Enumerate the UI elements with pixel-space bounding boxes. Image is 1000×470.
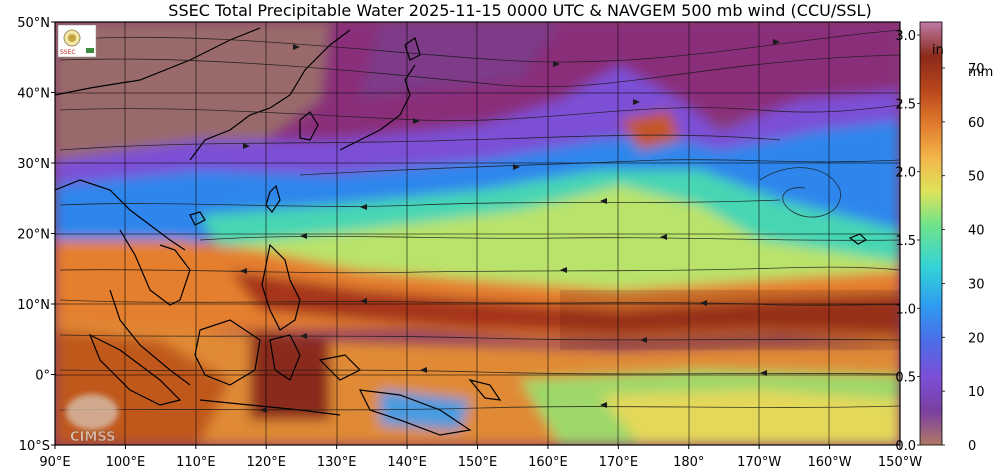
lat-label: 30°N xyxy=(17,157,50,172)
lat-label: 20°N xyxy=(17,228,50,243)
lon-label: 130°E xyxy=(317,455,357,470)
colorbar-inch-tick: 3.0 xyxy=(895,29,916,44)
lon-label: 150°E xyxy=(458,455,498,470)
ssec-logo: SSEC xyxy=(57,24,97,58)
coastlines xyxy=(55,27,868,436)
graticule xyxy=(55,22,900,445)
latitude-labels: 50°N 40°N 30°N 20°N 10°N 0° 10°S xyxy=(17,16,50,454)
lon-label: 170°E xyxy=(599,455,639,470)
colorbar-mm-tick: 30 xyxy=(968,277,985,292)
colorbar-mm-tick: 70 xyxy=(968,62,985,77)
lon-label: 170°W xyxy=(737,455,781,470)
colorbar-mm-tick: 40 xyxy=(968,224,985,239)
colorbar-mm-tick: 0 xyxy=(968,439,976,454)
lat-label: 0° xyxy=(35,369,50,384)
colorbar-mm-tick: 10 xyxy=(968,385,985,400)
lon-label: 180° xyxy=(673,455,704,470)
lat-label: 10°N xyxy=(17,298,50,313)
lon-label: 150°W xyxy=(878,455,922,470)
lat-label: 40°N xyxy=(17,87,50,102)
colorbar-mm-tick: 50 xyxy=(968,170,985,185)
lon-label: 110°E xyxy=(176,455,216,470)
colorbar xyxy=(919,21,943,446)
colorbar-mm-tick: 60 xyxy=(968,116,985,131)
wind-arrows xyxy=(240,39,780,413)
lon-label: 120°E xyxy=(246,455,286,470)
colorbar-inch-tick: 1.5 xyxy=(895,234,916,249)
colorbar-labels: 3.0 2.5 2.0 1.5 1.0 0.5 0.0 70 60 50 40 30 20 10 0 xyxy=(895,29,984,454)
lon-label: 100°E xyxy=(106,455,146,470)
lon-label: 160°E xyxy=(528,455,568,470)
colorbar-inch-tick: 0.0 xyxy=(895,439,916,454)
colorbar-inch-tick: 0.5 xyxy=(895,371,916,386)
lon-label: 90°E xyxy=(39,455,70,470)
svg-text:SSEC: SSEC xyxy=(60,49,76,56)
precipitable-water-field: CIMSS xyxy=(55,22,900,445)
longitude-labels: 90°E 100°E 110°E 120°E 130°E 140°E 150°E 160°E 1… xyxy=(39,455,922,470)
lon-label: 160°W xyxy=(807,455,851,470)
lat-label: 10°S xyxy=(19,439,50,454)
colorbar-inch-tick: 2.5 xyxy=(895,97,916,112)
map-title: SSEC Total Precipitable Water 2025-11-15… xyxy=(168,1,872,20)
lon-label: 140°E xyxy=(387,455,427,470)
cimss-watermark: CIMSS xyxy=(66,394,118,445)
colorbar-inch-unit: in xyxy=(932,43,944,58)
svg-text:CIMSS: CIMSS xyxy=(70,430,115,445)
colorbar-mm-unit: mm xyxy=(968,65,993,80)
colorbar-inch-tick: 2.0 xyxy=(895,166,916,181)
colorbar-mm-tick: 20 xyxy=(968,331,985,346)
colorbar-inch-tick: 1.0 xyxy=(895,302,916,317)
lat-label: 50°N xyxy=(17,16,50,31)
